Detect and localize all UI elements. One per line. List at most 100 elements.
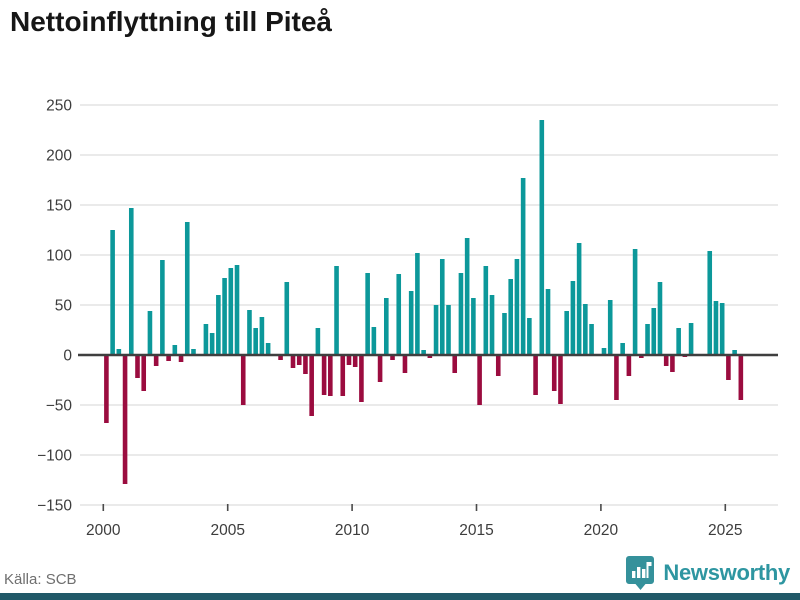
brand-logo: Newsworthy xyxy=(626,556,790,590)
bar xyxy=(427,355,433,358)
bar xyxy=(178,355,184,362)
bar xyxy=(259,317,265,355)
bar xyxy=(502,313,507,355)
bar xyxy=(415,253,420,355)
bar xyxy=(334,266,339,355)
bar xyxy=(265,343,271,355)
bar xyxy=(738,355,744,400)
x-tick-label: 2005 xyxy=(210,522,244,539)
bar xyxy=(645,324,650,355)
bar xyxy=(719,303,725,355)
bar xyxy=(614,355,619,400)
bar xyxy=(377,355,383,382)
bar xyxy=(489,295,495,355)
bar xyxy=(471,298,476,355)
bottom-accent-band xyxy=(0,593,800,600)
bar xyxy=(203,324,209,355)
bar xyxy=(651,308,657,355)
bar xyxy=(539,120,545,355)
x-tick-label: 2010 xyxy=(335,522,370,539)
bar xyxy=(576,243,582,355)
bar xyxy=(477,355,482,405)
bar xyxy=(247,310,252,355)
bar xyxy=(328,355,333,396)
bar xyxy=(439,259,445,355)
x-tick-label: 2000 xyxy=(86,522,121,539)
bar xyxy=(408,291,414,355)
bar xyxy=(104,355,109,423)
bar xyxy=(309,355,314,416)
bar xyxy=(166,355,171,361)
x-tick-label: 2020 xyxy=(584,522,619,539)
bar xyxy=(340,355,346,396)
y-tick-label: −50 xyxy=(46,398,73,415)
bar xyxy=(551,355,557,391)
bar xyxy=(483,266,489,355)
bar xyxy=(216,295,221,355)
bar xyxy=(626,355,632,376)
y-tick-label: 0 xyxy=(63,348,72,365)
bar xyxy=(545,289,551,355)
y-tick-label: 250 xyxy=(46,98,72,115)
bar xyxy=(527,318,532,355)
newsworthy-pin-icon xyxy=(626,556,655,590)
bar xyxy=(707,251,713,355)
bar xyxy=(135,355,140,378)
bar xyxy=(558,355,563,404)
page-title: Nettoinflyttning till Piteå xyxy=(10,6,332,37)
bar xyxy=(352,355,358,367)
bar xyxy=(589,324,594,355)
bar xyxy=(508,279,513,355)
bar xyxy=(234,265,240,355)
y-tick-label: −150 xyxy=(37,498,72,515)
bar xyxy=(452,355,458,373)
bar xyxy=(253,328,258,355)
bar xyxy=(688,323,694,355)
bar xyxy=(583,304,588,355)
x-ticks xyxy=(102,504,727,511)
bar xyxy=(421,350,426,355)
bars xyxy=(104,120,744,484)
bar xyxy=(116,349,122,355)
bar xyxy=(128,208,134,355)
bar xyxy=(632,249,638,355)
bar xyxy=(141,355,147,391)
bar xyxy=(284,282,290,355)
y-tick-label: 50 xyxy=(55,298,73,315)
bar xyxy=(657,282,663,355)
y-tick-label: 100 xyxy=(46,248,72,265)
y-tick-label: 150 xyxy=(46,198,72,215)
gridlines xyxy=(80,104,778,506)
bar xyxy=(713,301,719,355)
bar xyxy=(670,355,675,372)
bar xyxy=(464,238,470,355)
bar xyxy=(458,273,464,355)
bar xyxy=(396,274,402,355)
x-tick-label: 2015 xyxy=(459,522,493,539)
brand-name: Newsworthy xyxy=(663,560,790,585)
bar xyxy=(240,355,246,405)
bar xyxy=(290,355,296,368)
y-tick-label: 200 xyxy=(46,148,72,165)
bar xyxy=(433,305,439,355)
bar xyxy=(514,259,520,355)
bar xyxy=(639,355,644,358)
bar xyxy=(371,327,377,355)
bar xyxy=(209,333,215,355)
y-tick-label: −100 xyxy=(37,448,72,465)
bar xyxy=(533,355,538,395)
bar xyxy=(321,355,327,395)
source-label: Källa: SCB xyxy=(4,571,77,588)
y-axis-labels: 250 200 150 100 50 0 −50 −100 −150 xyxy=(37,98,72,515)
bar xyxy=(663,355,669,366)
bar xyxy=(676,328,681,355)
bar xyxy=(346,355,352,365)
bar xyxy=(160,260,165,355)
bar xyxy=(726,355,731,380)
bar xyxy=(732,350,737,355)
bar xyxy=(570,281,576,355)
bar xyxy=(390,355,395,360)
bar xyxy=(122,355,128,484)
bar xyxy=(564,311,569,355)
bar xyxy=(153,355,159,366)
